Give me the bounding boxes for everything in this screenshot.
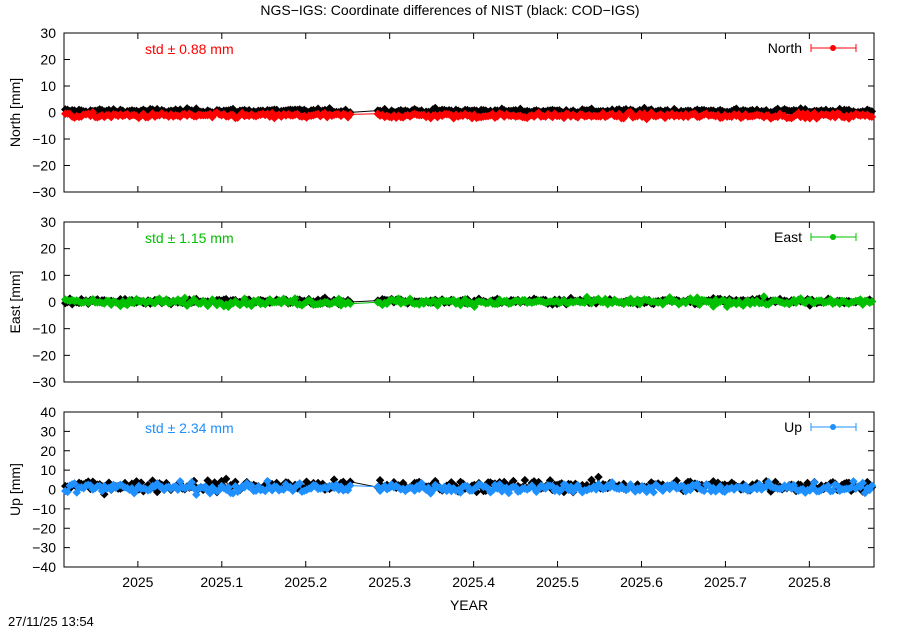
y-tick-label: 10 bbox=[40, 78, 56, 94]
panel-north bbox=[61, 32, 877, 193]
std-label: std ± 2.34 mm bbox=[145, 420, 234, 436]
y-axis-label: East [mm] bbox=[7, 270, 23, 333]
y-axis-label: Up [mm] bbox=[7, 463, 23, 516]
x-tick-label: 2025.8 bbox=[788, 574, 831, 590]
y-tick-label: 10 bbox=[40, 267, 56, 283]
x-tick-label: 2025.2 bbox=[284, 574, 327, 590]
y-tick-label: 0 bbox=[48, 294, 56, 310]
legend-marker bbox=[830, 424, 836, 430]
data-point bbox=[594, 472, 603, 482]
data-point bbox=[867, 481, 877, 490]
y-tick-label: 20 bbox=[40, 241, 56, 257]
std-label: std ± 0.88 mm bbox=[145, 41, 234, 57]
y-tick-label: −30 bbox=[32, 184, 56, 200]
y-tick-label: −40 bbox=[32, 559, 56, 575]
y-tick-label: 10 bbox=[40, 462, 56, 478]
std-label: std ± 1.15 mm bbox=[145, 230, 234, 246]
y-tick-label: 30 bbox=[40, 214, 56, 230]
data-point bbox=[520, 475, 530, 485]
y-tick-label: −30 bbox=[32, 374, 56, 390]
data-point bbox=[295, 479, 304, 488]
y-tick-label: −10 bbox=[32, 501, 56, 517]
data-point bbox=[180, 293, 189, 303]
x-tick-label: 2025 bbox=[122, 574, 153, 590]
legend-marker bbox=[830, 45, 836, 51]
y-tick-label: 20 bbox=[40, 52, 56, 68]
panel-east bbox=[60, 221, 877, 383]
data-point bbox=[649, 488, 658, 497]
panel-up bbox=[61, 411, 877, 568]
y-tick-label: 0 bbox=[48, 105, 56, 121]
data-point bbox=[759, 292, 769, 301]
x-tick-label: 2025.5 bbox=[536, 574, 579, 590]
x-tick-label: 2025.7 bbox=[704, 574, 747, 590]
timestamp: 27/11/25 13:54 bbox=[8, 614, 94, 629]
data-point bbox=[187, 478, 196, 487]
y-axis-label: North [mm] bbox=[7, 78, 23, 147]
data-point bbox=[345, 299, 355, 308]
legend-marker bbox=[830, 234, 836, 240]
data-point bbox=[263, 476, 272, 486]
y-tick-label: −20 bbox=[32, 158, 56, 174]
x-tick-label: 2025.4 bbox=[452, 574, 495, 590]
x-tick-label: 2025.1 bbox=[200, 574, 243, 590]
y-tick-label: −10 bbox=[32, 131, 56, 147]
data-point bbox=[495, 480, 504, 489]
data-point bbox=[858, 478, 867, 488]
data-point bbox=[345, 481, 355, 490]
y-tick-label: −30 bbox=[32, 540, 56, 556]
y-tick-label: 30 bbox=[40, 25, 56, 41]
chart-title: NGS−IGS: Coordinate differences of NIST … bbox=[260, 2, 640, 18]
y-tick-label: 0 bbox=[48, 482, 56, 498]
data-point bbox=[699, 486, 709, 496]
y-tick-label: −20 bbox=[32, 520, 56, 536]
x-tick-label: 2025.6 bbox=[620, 574, 663, 590]
x-axis-label: YEAR bbox=[450, 597, 488, 613]
y-tick-label: −10 bbox=[32, 321, 56, 337]
data-point bbox=[221, 474, 231, 484]
legend-label: East bbox=[774, 229, 802, 245]
y-tick-label: −20 bbox=[32, 347, 56, 363]
y-tick-label: 20 bbox=[40, 443, 56, 459]
legend-label: Up bbox=[784, 419, 802, 435]
y-tick-label: 40 bbox=[40, 404, 56, 420]
legend-label: North bbox=[768, 40, 802, 56]
y-tick-label: 30 bbox=[40, 423, 56, 439]
x-tick-label: 2025.3 bbox=[368, 574, 411, 590]
